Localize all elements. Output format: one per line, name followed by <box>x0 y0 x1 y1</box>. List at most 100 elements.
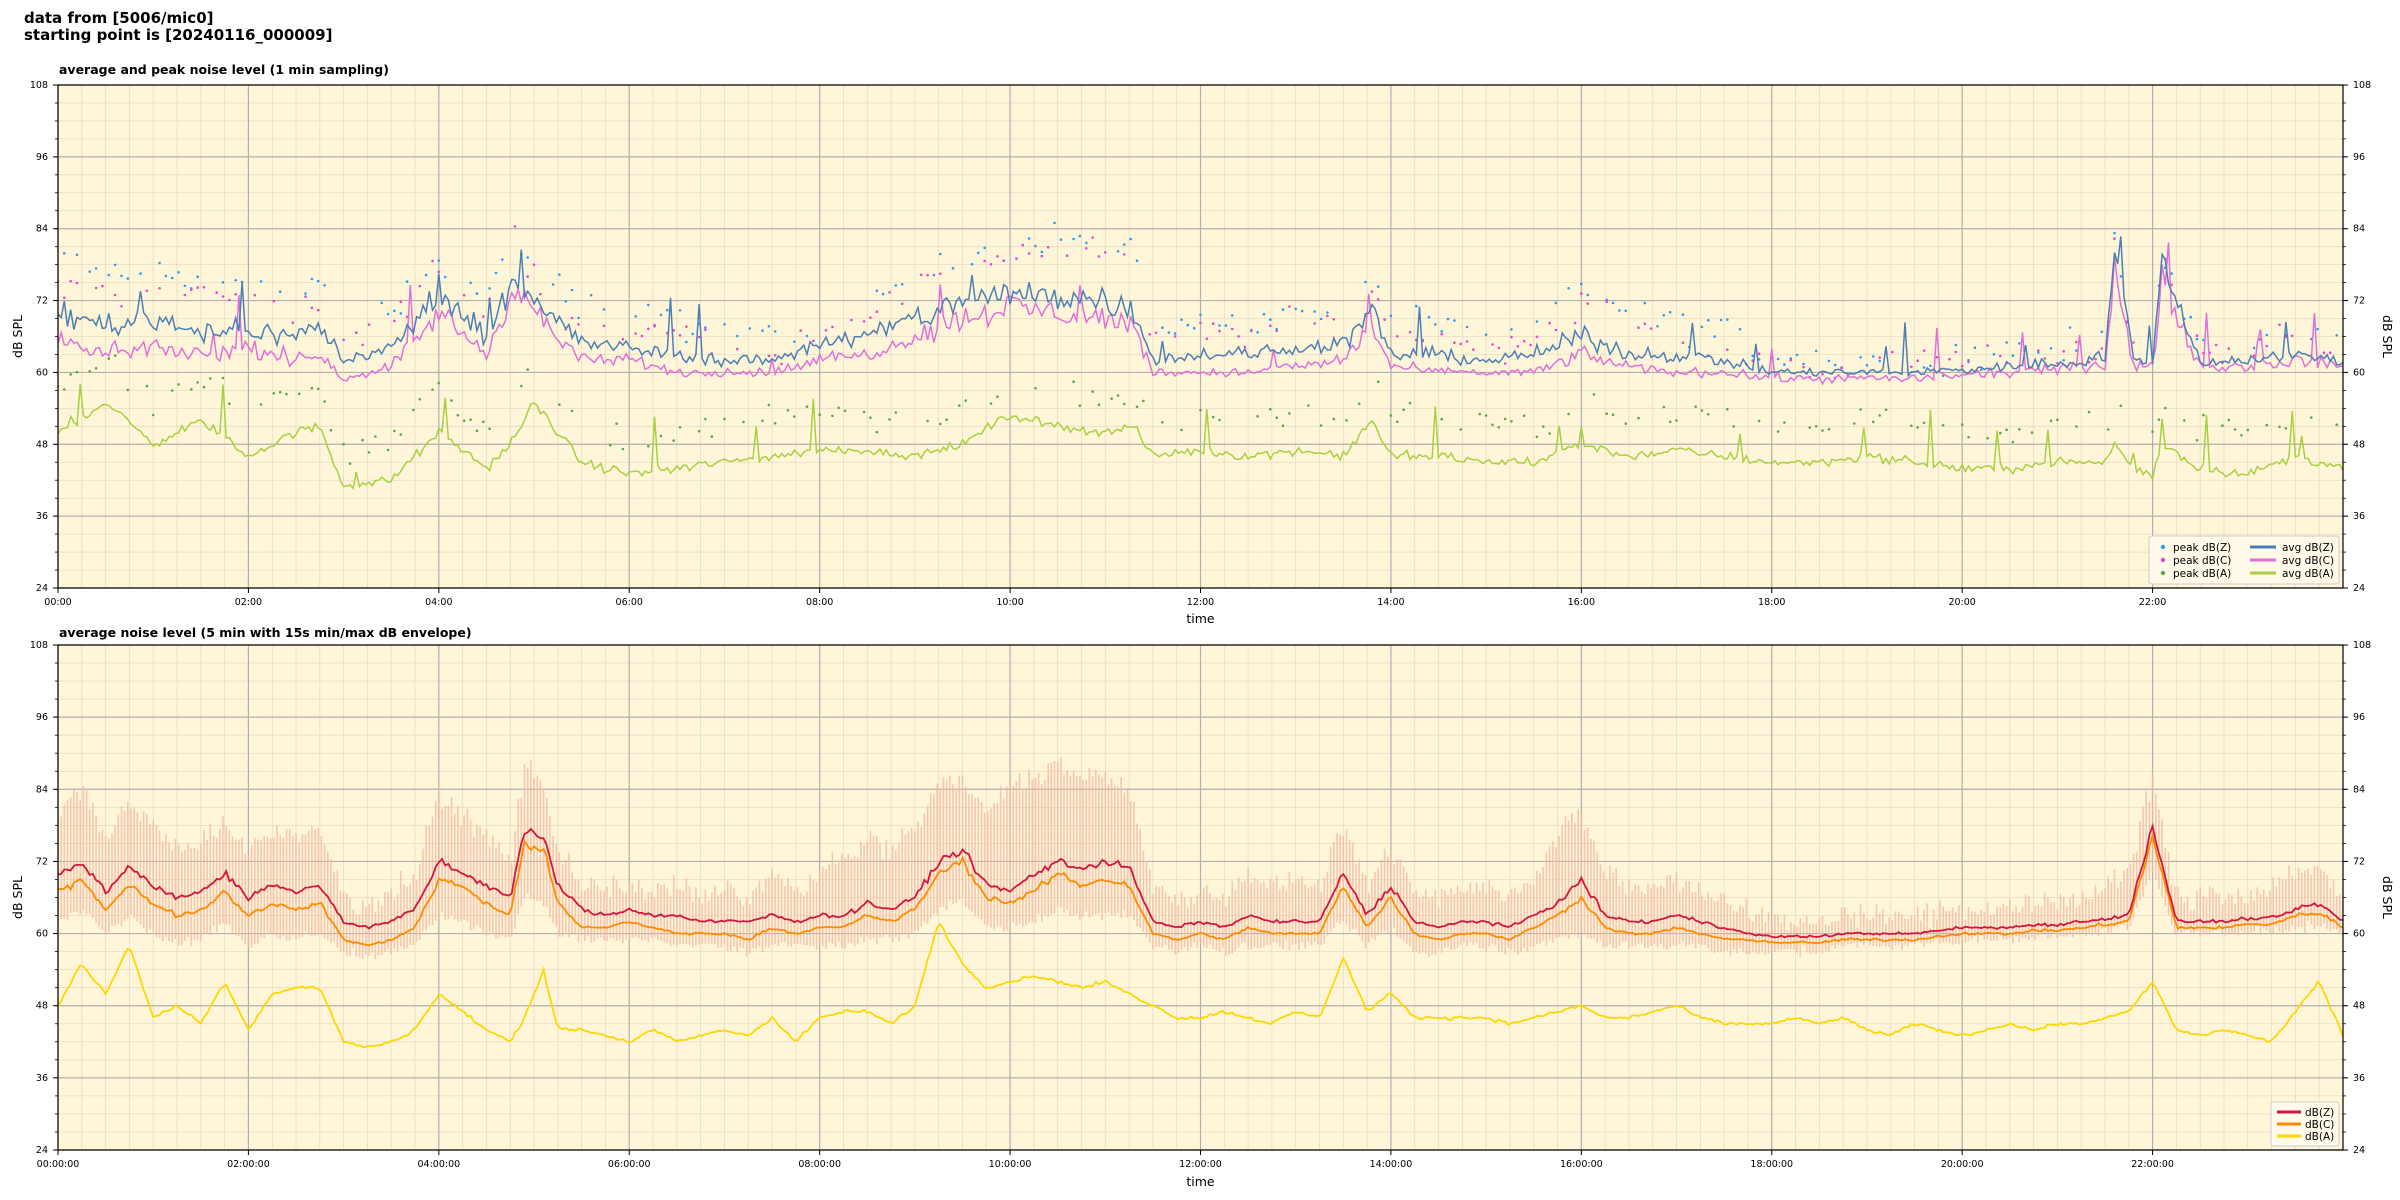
peak-point <box>862 410 866 414</box>
x-tick-label: 06:00:00 <box>608 1159 651 1170</box>
peak-point <box>272 299 276 303</box>
peak-point <box>94 267 98 270</box>
peak-point <box>2094 357 2097 361</box>
peak-point <box>577 316 580 320</box>
peak-point <box>1199 408 1202 412</box>
series-peak-db-a- <box>58 354 2338 465</box>
peak-point <box>958 404 961 407</box>
peak-point <box>577 323 580 326</box>
peak-point <box>1161 326 1164 330</box>
peak-point <box>1675 419 1678 422</box>
peak-point <box>412 408 415 412</box>
peak-point <box>1199 313 1202 317</box>
peak-point <box>932 273 936 277</box>
peak-point <box>1262 312 1266 316</box>
x-tick-label: 22:00:00 <box>2131 1159 2174 1170</box>
peak-point <box>653 323 656 327</box>
x-tick-label: 16:00:00 <box>1560 1159 1603 1170</box>
peak-point <box>1135 259 1139 263</box>
peak-point <box>1884 408 1888 412</box>
peak-point <box>456 413 460 417</box>
peak-point <box>1643 322 1647 326</box>
peak-point <box>1713 335 1716 338</box>
peak-point <box>2068 326 2072 329</box>
x-tick-label: 16:00 <box>1568 597 1595 608</box>
peak-point <box>1307 404 1310 407</box>
peak-point <box>1567 412 1570 416</box>
peak-point <box>1878 414 1881 417</box>
peak-point <box>1808 426 1812 429</box>
x-tick-label: 06:00 <box>616 597 643 608</box>
source-label: data from [5006/mic0] <box>24 9 214 27</box>
x-tick-label: 02:00:00 <box>227 1159 270 1170</box>
legend-label: peak dB(A) <box>2173 568 2231 580</box>
peak-point <box>1027 252 1031 255</box>
peak-point <box>1700 409 1704 412</box>
peak-point <box>1192 326 1196 330</box>
peak-point <box>926 273 929 277</box>
peak-point <box>158 287 161 290</box>
peak-point <box>75 370 79 374</box>
peak-point <box>234 293 237 296</box>
peak-point <box>1491 343 1494 346</box>
peak-point <box>723 417 726 421</box>
peak-point <box>1224 324 1228 327</box>
peak-point <box>2265 333 2269 337</box>
legend: dB(Z)dB(C)dB(A) <box>2270 1101 2340 1147</box>
x-tick-label: 00:00 <box>44 597 71 608</box>
y-tick-label: 84 <box>36 224 48 235</box>
y-tick-label: 48 <box>36 1001 48 1012</box>
y-axis-label-right: dB SPL <box>2380 876 2395 919</box>
peak-point <box>437 270 441 274</box>
peak-point <box>1237 335 1240 338</box>
peak-point <box>228 298 231 302</box>
peak-point <box>843 409 847 413</box>
peak-point <box>1408 401 1412 405</box>
peak-point <box>678 426 682 429</box>
peak-point <box>2316 327 2319 331</box>
peak-point <box>2005 428 2008 432</box>
peak-point <box>767 403 771 407</box>
peak-point <box>1459 428 1462 431</box>
y-tick-label: 60 <box>36 929 48 940</box>
peak-point <box>1110 397 1113 400</box>
peak-point <box>1611 301 1615 305</box>
peak-point <box>462 293 466 297</box>
peak-point <box>2119 404 2123 408</box>
peak-point <box>386 312 390 316</box>
peak-point <box>1059 238 1063 241</box>
y-tick-label: 24 <box>36 1145 48 1156</box>
peak-point <box>1465 340 1469 343</box>
peak-point <box>1535 335 1539 339</box>
peak-point <box>2056 362 2059 365</box>
peak-point <box>780 362 783 366</box>
peak-point <box>672 439 675 442</box>
series-dbz <box>58 822 2343 939</box>
peak-point <box>1643 301 1647 305</box>
peak-point <box>443 275 447 279</box>
peak-point <box>564 300 568 303</box>
peak-point <box>1376 298 1380 301</box>
peak-point <box>634 315 637 318</box>
peak-point <box>183 293 187 297</box>
peak-point <box>1154 331 1158 335</box>
peak-point <box>1992 353 1996 356</box>
peak-point <box>1453 319 1456 322</box>
peak-point <box>393 429 396 433</box>
peak-point <box>1091 236 1094 239</box>
peak-point <box>1389 314 1393 318</box>
peak-point <box>399 312 403 315</box>
legend-label: avg dB(Z) <box>2282 542 2334 554</box>
peak-point <box>2043 357 2046 360</box>
peak-point <box>1427 315 1431 319</box>
peak-point <box>1967 360 1970 364</box>
peak-point <box>177 383 180 386</box>
x-tick-label: 08:00:00 <box>798 1159 841 1170</box>
y-tick-label-right: 60 <box>2353 929 2365 940</box>
peak-point <box>1567 287 1570 290</box>
peak-point <box>1002 259 1005 263</box>
peak-point <box>526 275 529 278</box>
peak-point <box>1783 421 1786 424</box>
peak-point <box>190 288 193 292</box>
peak-point <box>342 443 345 446</box>
